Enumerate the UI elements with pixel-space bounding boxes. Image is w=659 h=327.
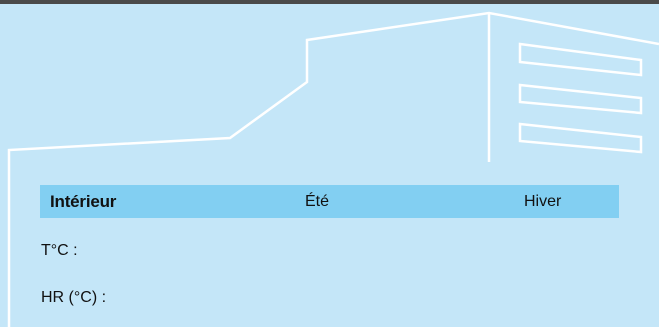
table-header-bar: [40, 185, 619, 218]
row-label-temperature: T°C :: [41, 242, 78, 259]
vent-grille-icon: [518, 42, 643, 154]
header-ete: Été: [305, 193, 330, 210]
building-silhouette: [7, 11, 659, 327]
row-label-humidity: HR (°C) :: [41, 289, 107, 306]
vent-slat-middle: [518, 83, 643, 115]
header-interieur: Intérieur: [50, 192, 117, 211]
vent-slat-bottom: [518, 122, 643, 154]
top-border: [0, 0, 659, 4]
header-hiver: Hiver: [524, 193, 562, 210]
vent-slat-top: [518, 42, 643, 77]
